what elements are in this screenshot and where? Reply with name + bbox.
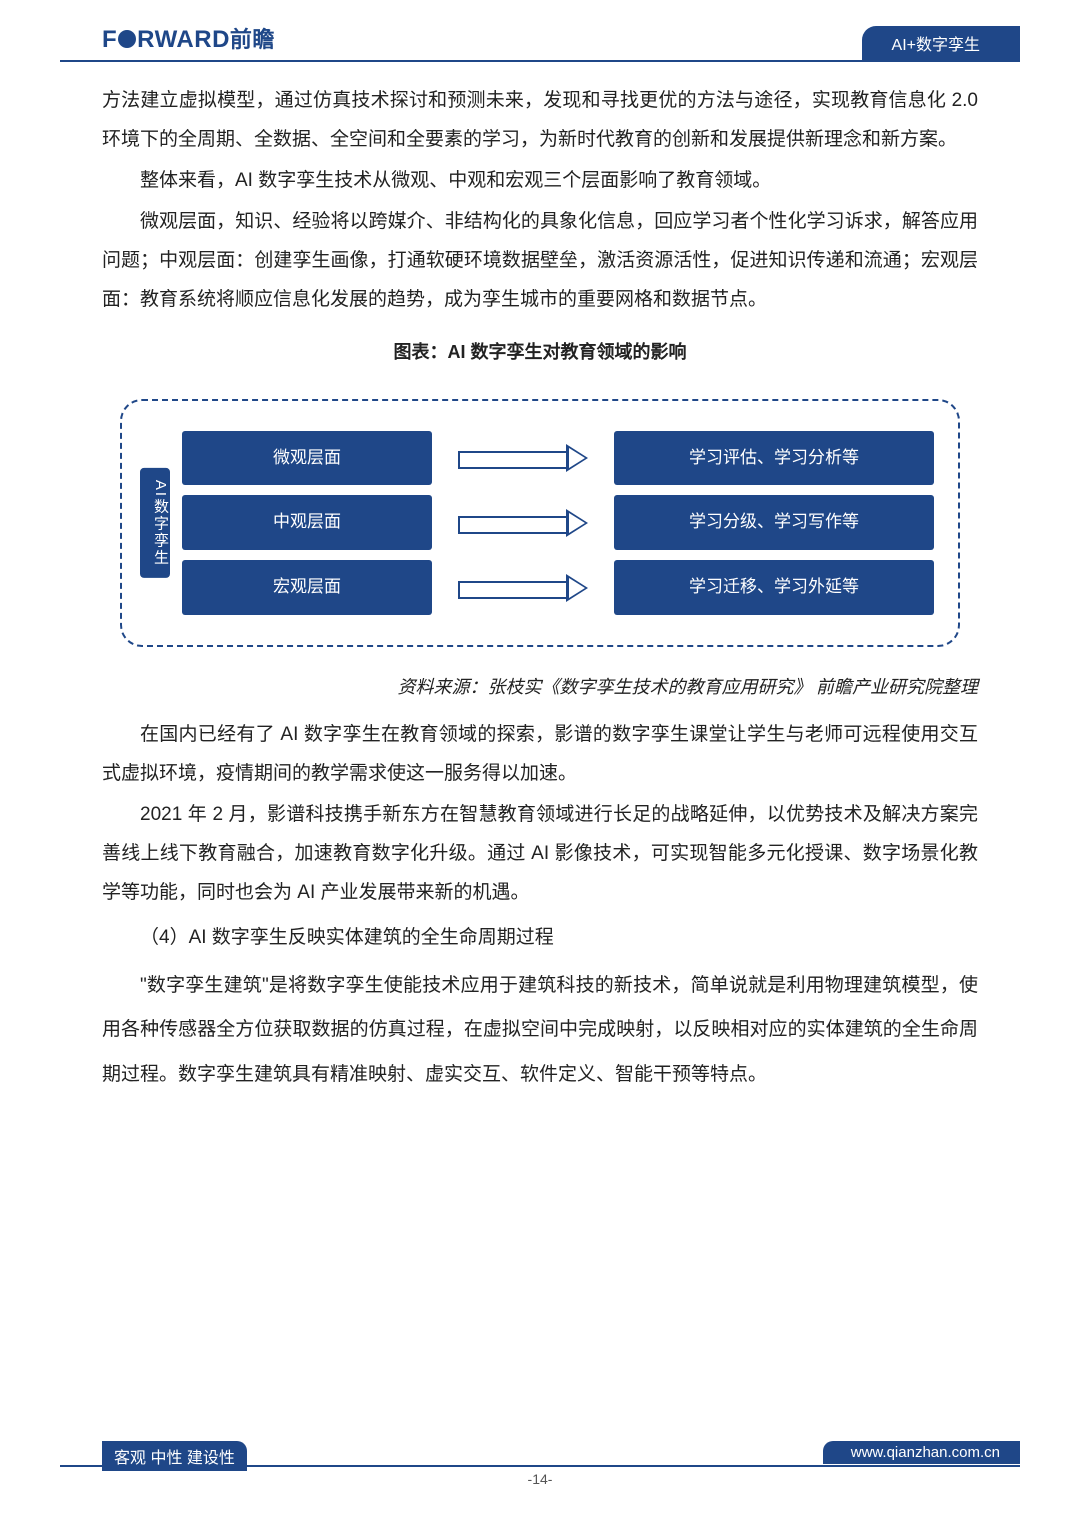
header: FRWARD前瞻 AI+数字孪生 [60,0,1020,62]
paragraph-1: 方法建立虚拟模型，通过仿真技术探讨和预测未来，发现和寻找更优的方法与途径，实现教… [102,82,978,160]
logo-text: FRWARD前瞻 [102,26,275,53]
logo: FRWARD前瞻 [102,22,275,54]
paragraph-4: 在国内已经有了 AI 数字孪生在教育领域的探索，影谱的数字孪生课堂让学生与老师可… [102,716,978,794]
footer-left: 客观 中性 建设性 [102,1441,247,1471]
figure-source: 资料来源：张枝实《数字孪生技术的教育应用研究》 前瞻产业研究院整理 [102,669,978,706]
diagram-row-0: 微观层面 学习评估、学习分析等 [182,431,934,486]
paragraph-6: "数字孪生建筑"是将数字孪生使能技术应用于建筑科技的新技术，简单说就是利用物理建… [102,964,978,1098]
footer: 客观 中性 建设性 www.qianzhan.com.cn -14- [60,1465,1020,1487]
paragraph-2: 整体来看，AI 数字孪生技术从微观、中观和宏观三个层面影响了教育领域。 [102,162,978,201]
diagram-row-1: 中观层面 学习分级、学习写作等 [182,495,934,550]
diagram-right-2: 学习迁移、学习外延等 [614,560,934,615]
content: 方法建立虚拟模型，通过仿真技术探讨和预测未来，发现和寻找更优的方法与途径，实现教… [0,62,1080,1097]
diagram-left-2: 宏观层面 [182,560,432,615]
footer-url: www.qianzhan.com.cn [823,1441,1020,1464]
header-badge: AI+数字孪生 [862,26,1020,60]
arrow-icon [450,512,596,534]
page-number: -14- [60,1471,1020,1487]
diagram-left-0: 微观层面 [182,431,432,486]
diagram-right-0: 学习评估、学习分析等 [614,431,934,486]
diagram-right-1: 学习分级、学习写作等 [614,495,934,550]
diagram-container: AI数字孪生 微观层面 学习评估、学习分析等 中观层面 学习分级、学习写作等 宏… [102,399,978,648]
diagram-vertical-label: AI数字孪生 [140,468,170,578]
paragraph-3: 微观层面，知识、经验将以跨媒介、非结构化的具象化信息，回应学习者个性化学习诉求，… [102,203,978,320]
paragraph-5: 2021 年 2 月，影谱科技携手新东方在智慧教育领域进行长足的战略延伸，以优势… [102,796,978,913]
arrow-icon [450,447,596,469]
arrow-icon [450,577,596,599]
page: FRWARD前瞻 AI+数字孪生 方法建立虚拟模型，通过仿真技术探讨和预测未来，… [0,0,1080,1527]
diagram-left-1: 中观层面 [182,495,432,550]
diagram-row-2: 宏观层面 学习迁移、学习外延等 [182,560,934,615]
diagram: AI数字孪生 微观层面 学习评估、学习分析等 中观层面 学习分级、学习写作等 宏… [120,399,960,648]
heading-4: （4）AI 数字孪生反映实体建筑的全生命周期过程 [102,919,978,958]
figure-title: 图表：AI 数字孪生对教育领域的影响 [102,334,978,371]
